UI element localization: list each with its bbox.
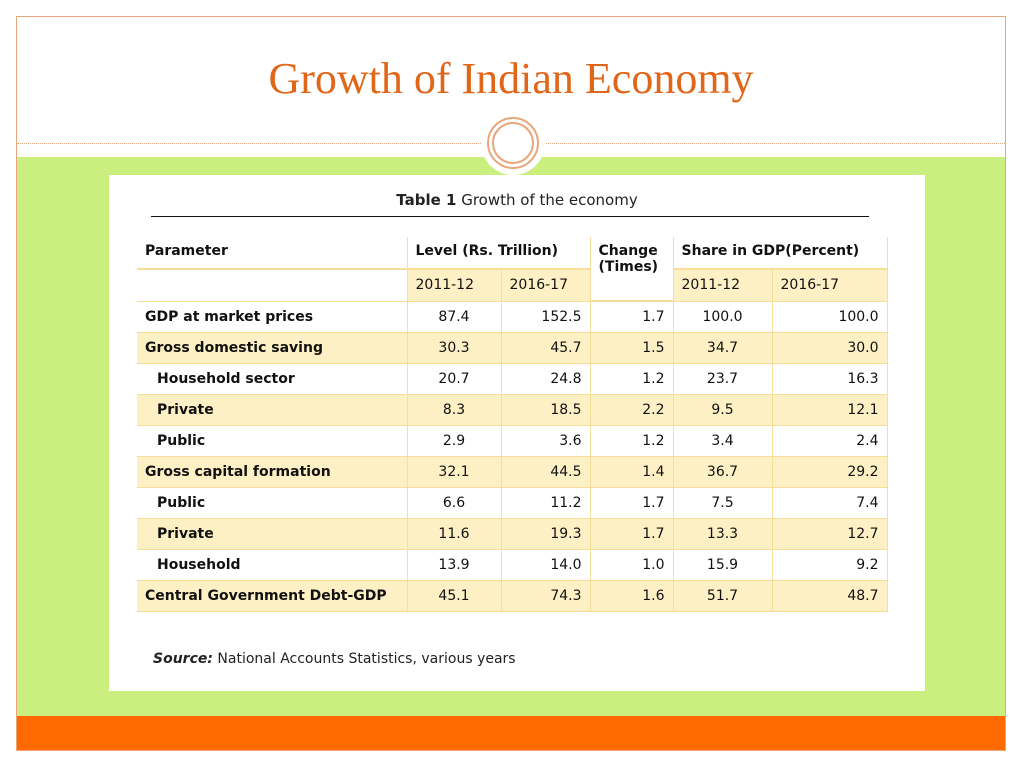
circle-ornament-icon (481, 111, 545, 175)
table-row: GDP at market prices 87.4 152.5 1.7 100.… (137, 301, 888, 333)
cell-share-2016: 12.1 (772, 394, 888, 426)
table-subheader-row: 2011-12 2016-17 2011-12 2016-17 (137, 269, 888, 302)
cell-change: 1.6 (590, 580, 674, 612)
cell-change: 1.7 (590, 518, 674, 550)
row-parameter: Household sector (137, 363, 408, 395)
cell-share-2016: 16.3 (772, 363, 888, 395)
cell-share-2016: 9.2 (772, 549, 888, 581)
cell-change: 1.2 (590, 363, 674, 395)
cell-change: 1.7 (590, 301, 674, 333)
cell-share-2016: 30.0 (772, 332, 888, 364)
cell-share-2011: 34.7 (673, 332, 773, 364)
table-header-row: Parameter Level (Rs. Trillion) Change (T… (137, 237, 888, 302)
cell-level-2011: 11.6 (407, 518, 502, 550)
cell-share-2011: 7.5 (673, 487, 773, 519)
table-caption-label: Table 1 (396, 191, 457, 209)
cell-change: 1.7 (590, 487, 674, 519)
cell-level-2016: 45.7 (501, 332, 591, 364)
row-parameter: Central Government Debt-GDP (137, 580, 408, 612)
slide: Growth of Indian Economy Table 1 Growth … (16, 16, 1006, 751)
cell-share-2016: 2.4 (772, 425, 888, 457)
cell-share-2016: 100.0 (772, 301, 888, 333)
row-parameter: Private (137, 518, 408, 550)
table-caption-text: Growth of the economy (461, 191, 638, 209)
table-row: Public 2.9 3.6 1.2 3.4 2.4 (137, 425, 888, 457)
cell-share-2011: 36.7 (673, 456, 773, 488)
cell-level-2011: 20.7 (407, 363, 502, 395)
cell-share-2011: 15.9 (673, 549, 773, 581)
cell-level-2016: 3.6 (501, 425, 591, 457)
cell-level-2016: 18.5 (501, 394, 591, 426)
table-row: Public 6.6 11.2 1.7 7.5 7.4 (137, 487, 888, 519)
cell-level-2016: 74.3 (501, 580, 591, 612)
table-row: Private 11.6 19.3 1.7 13.3 12.7 (137, 518, 888, 550)
cell-change: 1.2 (590, 425, 674, 457)
table-row: Household 13.9 14.0 1.0 15.9 9.2 (137, 549, 888, 581)
header-share: Share in GDP(Percent) (673, 237, 888, 270)
cell-level-2016: 152.5 (501, 301, 591, 333)
header-year-2016-level: 2016-17 (501, 269, 591, 302)
row-parameter: Gross domestic saving (137, 332, 408, 364)
cell-share-2016: 48.7 (772, 580, 888, 612)
table-row: Central Government Debt-GDP 45.1 74.3 1.… (137, 580, 888, 612)
header-level: Level (Rs. Trillion) (407, 237, 591, 270)
table-row: Gross capital formation 32.1 44.5 1.4 36… (137, 456, 888, 488)
cell-share-2011: 100.0 (673, 301, 773, 333)
table-source: Source: National Accounts Statistics, va… (153, 651, 516, 667)
row-parameter: Gross capital formation (137, 456, 408, 488)
row-parameter: Household (137, 549, 408, 581)
cell-share-2011: 9.5 (673, 394, 773, 426)
cell-share-2016: 29.2 (772, 456, 888, 488)
table-row: Household sector 20.7 24.8 1.2 23.7 16.3 (137, 363, 888, 395)
row-parameter: GDP at market prices (137, 301, 408, 333)
cell-level-2016: 24.8 (501, 363, 591, 395)
cell-share-2016: 12.7 (772, 518, 888, 550)
header-parameter-blank (137, 269, 408, 302)
table-row: Private 8.3 18.5 2.2 9.5 12.1 (137, 394, 888, 426)
row-parameter: Private (137, 394, 408, 426)
header-parameter: Parameter (137, 237, 408, 270)
cell-level-2011: 8.3 (407, 394, 502, 426)
header-change: Change (Times) (590, 237, 674, 302)
cell-level-2011: 87.4 (407, 301, 502, 333)
economy-table: Parameter Level (Rs. Trillion) Change (T… (137, 237, 888, 612)
cell-share-2011: 23.7 (673, 363, 773, 395)
table-row: Gross domestic saving 30.3 45.7 1.5 34.7… (137, 332, 888, 364)
header-year-2016-share: 2016-17 (772, 269, 888, 302)
cell-level-2016: 44.5 (501, 456, 591, 488)
cell-level-2011: 6.6 (407, 487, 502, 519)
caption-rule (151, 216, 869, 217)
slide-title: Growth of Indian Economy (268, 54, 754, 103)
cell-level-2016: 11.2 (501, 487, 591, 519)
cell-share-2011: 13.3 (673, 518, 773, 550)
source-label: Source: (153, 651, 213, 667)
table-caption: Table 1 Growth of the economy (109, 191, 925, 209)
row-parameter: Public (137, 487, 408, 519)
header-year-2011-share: 2011-12 (673, 269, 773, 302)
cell-level-2016: 14.0 (501, 549, 591, 581)
cell-level-2011: 30.3 (407, 332, 502, 364)
cell-level-2011: 45.1 (407, 580, 502, 612)
table-card: Table 1 Growth of the economy Parameter … (109, 175, 925, 691)
cell-share-2011: 51.7 (673, 580, 773, 612)
cell-level-2011: 32.1 (407, 456, 502, 488)
cell-share-2016: 7.4 (772, 487, 888, 519)
footer-bar (17, 716, 1005, 750)
cell-change: 2.2 (590, 394, 674, 426)
header-year-2011-level: 2011-12 (407, 269, 502, 302)
cell-change: 1.4 (590, 456, 674, 488)
cell-level-2016: 19.3 (501, 518, 591, 550)
source-text: National Accounts Statistics, various ye… (217, 651, 516, 667)
cell-change: 1.0 (590, 549, 674, 581)
row-parameter: Public (137, 425, 408, 457)
cell-change: 1.5 (590, 332, 674, 364)
cell-level-2011: 2.9 (407, 425, 502, 457)
cell-share-2011: 3.4 (673, 425, 773, 457)
cell-level-2011: 13.9 (407, 549, 502, 581)
